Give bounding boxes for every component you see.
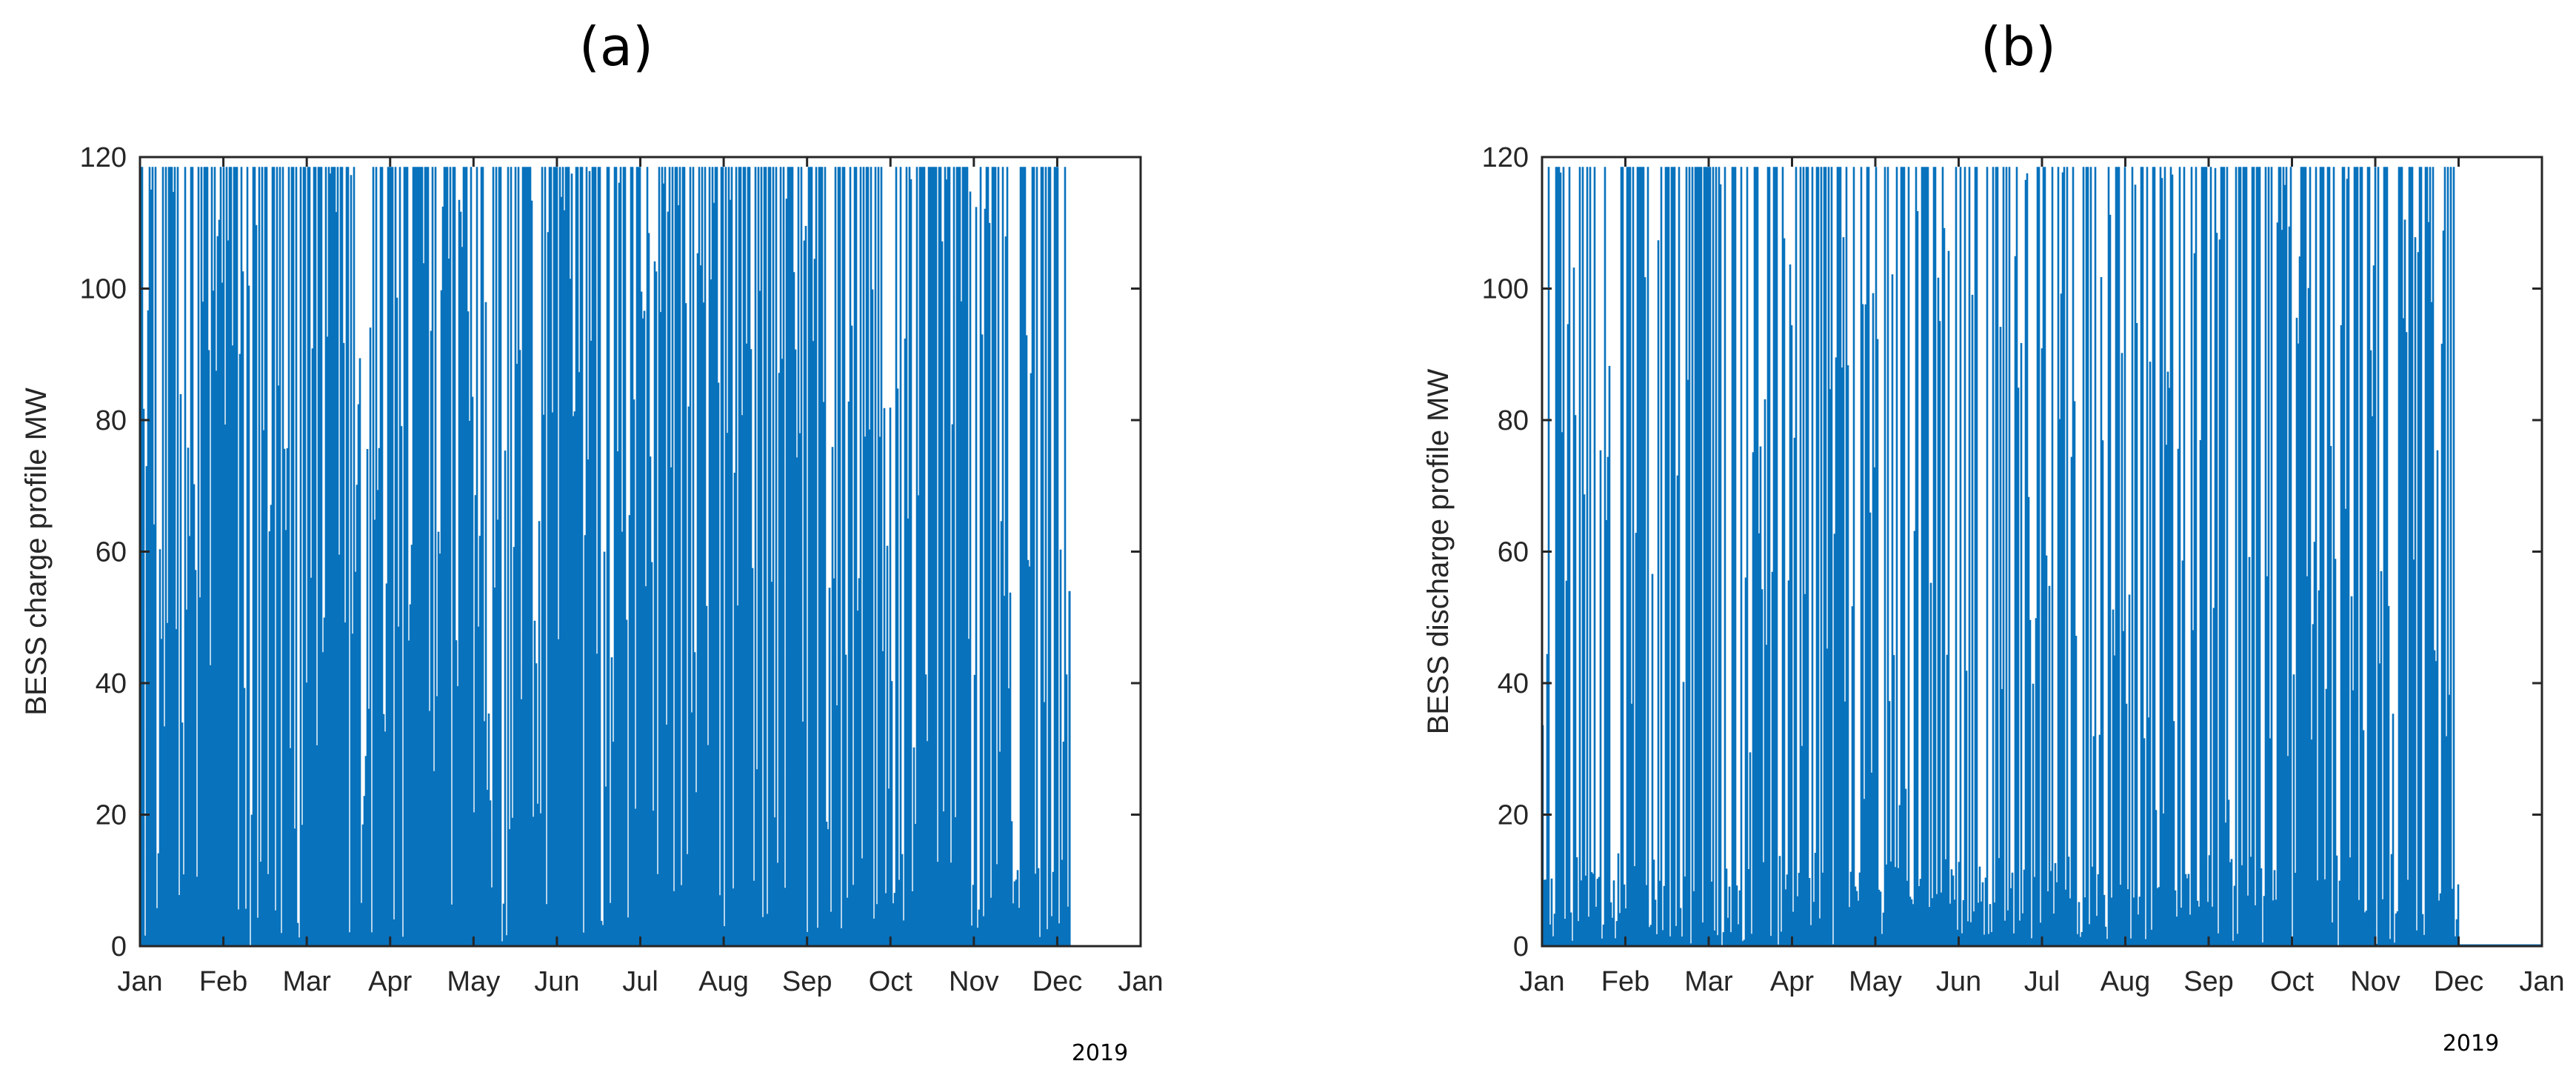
x-tick-label: May <box>1849 966 1902 997</box>
y-axis-label: BESS charge profile MW <box>20 388 53 716</box>
chart-panel-b: (b) 0 20 40 60 80 100 120 Jan Feb Mar Apr May Jun Jul A… <box>1422 16 2565 1057</box>
x-tick-label: Feb <box>1601 966 1649 997</box>
x-tick-label: Apr <box>368 966 412 997</box>
panel-title: (a) <box>579 16 653 78</box>
y-tick-label: 0 <box>111 931 127 962</box>
x-tick-label: Dec <box>1032 966 1083 997</box>
y-tick-label: 100 <box>1482 274 1529 305</box>
x-tick-label: Sep <box>782 966 832 997</box>
x-tick-label: Jun <box>534 966 579 997</box>
x-tick-label: Dec <box>2434 966 2484 997</box>
y-tick-label: 40 <box>1498 668 1529 699</box>
y-tick-label: 80 <box>1498 405 1529 436</box>
y-axis-label: BESS discharge profile MW <box>1422 368 1455 734</box>
x-tick-label: Apr <box>1770 966 1814 997</box>
y-tick-label: 40 <box>96 668 127 699</box>
x-tick-label: May <box>447 966 500 997</box>
x-tick-label: Jul <box>2024 966 2061 997</box>
y-tick-label: 120 <box>1482 142 1529 173</box>
x-tick-label: Nov <box>2350 966 2400 997</box>
x-tick-label: Oct <box>2270 966 2315 997</box>
chart-panel-a: (a) 0 20 40 60 80 100 120 Jan Feb Mar Apr May Jun Jul A… <box>20 16 1164 1066</box>
x-tick-label: Sep <box>2183 966 2234 997</box>
y-tick-label: 60 <box>1498 537 1529 568</box>
panel-title: (b) <box>1981 16 2056 78</box>
year-label: 2019 <box>1072 1040 1128 1066</box>
y-tick-label: 0 <box>1513 931 1529 962</box>
x-tick-label: Feb <box>199 966 247 997</box>
y-tick-label: 60 <box>96 537 127 568</box>
series-profile <box>139 167 1070 946</box>
x-tick-label: Jan <box>2519 966 2564 997</box>
y-tick-label: 80 <box>96 405 127 436</box>
x-tick-label: Jan <box>117 966 162 997</box>
x-tick-label: Nov <box>949 966 999 997</box>
series-profile <box>1541 167 2460 946</box>
x-tick-label: Jul <box>622 966 658 997</box>
x-tick-label: Jun <box>1936 966 1981 997</box>
x-tick-label: Mar <box>282 966 331 997</box>
year-label: 2019 <box>2443 1031 2499 1057</box>
x-tick-label: Oct <box>869 966 913 997</box>
x-tick-label: Jan <box>1118 966 1163 997</box>
y-tick-label: 100 <box>80 274 127 305</box>
x-tick-label: Jan <box>1519 966 1564 997</box>
x-tick-label: Mar <box>1684 966 1733 997</box>
x-tick-label: Aug <box>698 966 749 997</box>
y-tick-label: 20 <box>1498 800 1529 831</box>
series-bars <box>139 167 1071 946</box>
y-tick-label: 120 <box>80 142 127 173</box>
series-bars <box>1541 167 2542 947</box>
x-tick-label: Aug <box>2100 966 2151 997</box>
y-tick-label: 20 <box>96 800 127 831</box>
